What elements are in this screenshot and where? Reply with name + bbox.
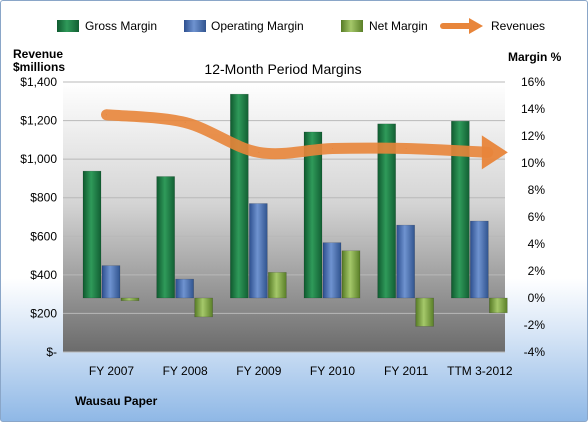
company-name: Wausau Paper xyxy=(75,394,158,408)
category-label-fy-2007: FY 2007 xyxy=(89,364,134,378)
legend-swatch-gross-margin xyxy=(57,20,79,32)
bar-net-margin-fy-2010 xyxy=(341,250,361,299)
bar-operating-margin-ttm-3-2012 xyxy=(470,220,489,299)
category-label-fy-2009: FY 2009 xyxy=(236,364,281,378)
revenue-point-fy-2007 xyxy=(106,114,107,116)
category-labels: FY 2007 FY 2008 FY 2009 FY 2010 FY 2011 TTM 3… xyxy=(89,364,513,378)
legend-arrowhead-revenues xyxy=(469,18,483,34)
left-tick-label: $800 xyxy=(30,191,57,205)
revenue-point-ttm-3-2012 xyxy=(487,151,489,153)
bar-gross-margin-fy-2008 xyxy=(156,176,175,299)
right-tick-label: 16% xyxy=(521,75,545,89)
revenue-point-fy-2008 xyxy=(184,122,186,123)
left-tick-label: $400 xyxy=(30,268,57,282)
bar-operating-margin-fy-2010 xyxy=(322,242,342,299)
left-tick-label: $1,200 xyxy=(20,114,57,128)
category-label-fy-2010: FY 2010 xyxy=(310,364,355,378)
revenue-point-fy-2011 xyxy=(405,148,407,150)
right-tick-label: 12% xyxy=(521,129,545,143)
bar-gross-margin-ttm-3-2012 xyxy=(451,120,470,299)
left-tick-label: $600 xyxy=(30,229,57,243)
revenue-point-fy-2010 xyxy=(332,148,333,150)
bar-operating-margin-fy-2009 xyxy=(249,203,268,299)
right-tick-label: 6% xyxy=(528,210,546,224)
legend-label-operating-margin: Operating Margin xyxy=(211,19,304,33)
chart-title: 12-Month Period Margins xyxy=(204,61,361,77)
bar-gross-margin-fy-2009 xyxy=(230,93,249,299)
left-tick-label: $1,000 xyxy=(20,152,57,166)
legend-swatch-net-margin xyxy=(341,20,363,32)
legend: Gross Margin Operating Margin Net Margin… xyxy=(57,18,545,34)
left-tick-label: $200 xyxy=(30,306,57,320)
right-tick-label: 0% xyxy=(528,291,546,305)
legend-swatch-operating-margin xyxy=(184,20,206,32)
left-tick-label: $- xyxy=(46,345,57,359)
category-label-ttm-3-2012: TTM 3-2012 xyxy=(447,364,513,378)
right-tick-label: 2% xyxy=(528,264,546,278)
category-label-fy-2008: FY 2008 xyxy=(163,364,208,378)
plot-area xyxy=(63,82,505,352)
bar-net-margin-fy-2009 xyxy=(268,272,287,299)
left-tick-label: $1,400 xyxy=(20,75,57,89)
bar-series xyxy=(82,93,508,327)
left-axis-label-line2: $millions xyxy=(13,60,65,74)
revenue-line xyxy=(101,109,494,160)
bar-gross-margin-fy-2010 xyxy=(303,131,323,299)
bar-operating-margin-fy-2007 xyxy=(101,265,121,299)
right-tick-label: -4% xyxy=(524,345,546,359)
bar-net-margin-fy-2008 xyxy=(194,297,213,318)
bar-net-margin-fy-2011 xyxy=(415,297,434,327)
revenue-arrowhead xyxy=(481,135,508,170)
right-tick-label: 4% xyxy=(528,237,546,251)
bar-operating-margin-fy-2011 xyxy=(396,224,415,299)
bar-net-margin-ttm-3-2012 xyxy=(489,297,508,314)
legend-label-revenues: Revenues xyxy=(491,19,545,33)
revenue-point-fy-2009 xyxy=(258,151,260,153)
right-tick-label: 14% xyxy=(521,102,545,116)
legend-label-gross-margin: Gross Margin xyxy=(85,19,157,33)
legend-label-net-margin: Net Margin xyxy=(369,19,428,33)
bar-operating-margin-fy-2008 xyxy=(175,278,194,299)
right-tick-label: 10% xyxy=(521,156,545,170)
right-axis-ticks: -4% -2% 0% 2% 4% 6% 8% 10% 12% 14% 16% xyxy=(521,75,545,359)
category-label-fy-2011: FY 2011 xyxy=(384,364,429,378)
left-axis-ticks: $- $200 $400 $600 $800 $1,000 $1,200 $1,400 xyxy=(20,75,57,359)
right-tick-label: 8% xyxy=(528,183,546,197)
bar-gross-margin-fy-2011 xyxy=(377,123,396,299)
left-axis-label-line1: Revenue xyxy=(13,47,63,61)
bar-net-margin-fy-2007 xyxy=(120,297,140,301)
bar-gross-margin-fy-2007 xyxy=(82,170,102,299)
right-tick-label: -2% xyxy=(524,318,546,332)
revenue-series xyxy=(101,109,508,170)
right-axis-label: Margin % xyxy=(508,50,562,64)
